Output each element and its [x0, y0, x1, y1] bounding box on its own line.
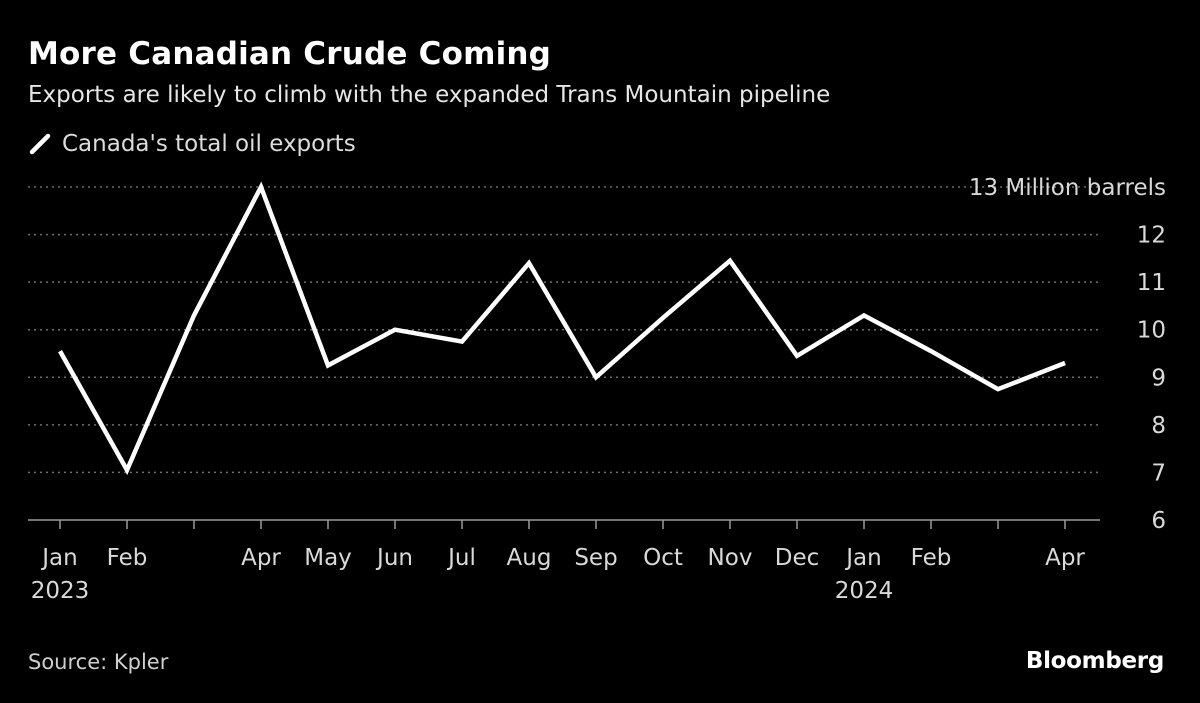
x-axis	[28, 519, 1100, 529]
y-axis-labels: 6 7 8 9 10 11 12 13 Million barrels	[969, 175, 1166, 534]
x-tick-label: Nov	[708, 545, 753, 571]
x-axis-labels: Jan 2023 Feb Apr May Jun Jul Aug Sep Oct Nov Dec Jan…	[31, 545, 1086, 604]
y-tick-label-7: 7	[1151, 460, 1166, 486]
x-tick-label: Sep	[574, 545, 617, 571]
x-tick-label: Jun	[375, 545, 413, 571]
x-tick-label: Dec	[775, 545, 820, 571]
x-tick-label: Oct	[643, 545, 683, 571]
x-tick-label: Jan	[40, 545, 77, 571]
series-layer	[58, 181, 1066, 476]
y-tick-label-13: 13 Million barrels	[969, 175, 1166, 201]
x-tick-label: May	[304, 545, 352, 571]
x-tick-label: Apr	[241, 545, 281, 571]
chart-title: More Canadian Crude Coming	[28, 36, 552, 72]
x-year-label: 2023	[31, 578, 90, 604]
legend-label: Canada's total oil exports	[62, 131, 356, 157]
x-tick-label: Aug	[507, 545, 552, 571]
legend-swatch-line-icon	[29, 133, 51, 155]
source-note: Source: Kpler	[28, 650, 169, 674]
x-tick-label: Jan	[844, 545, 881, 571]
x-tick-label: Jul	[446, 545, 476, 571]
x-tick-label: Apr	[1045, 545, 1085, 571]
y-tick-label-6: 6	[1151, 508, 1166, 534]
x-tick-label: Feb	[107, 545, 148, 571]
y-tick-label-9: 9	[1151, 365, 1166, 391]
y-tick-label-8: 8	[1151, 413, 1166, 439]
y-tick-label-10: 10	[1137, 318, 1166, 344]
y-tick-label-12: 12	[1137, 223, 1166, 249]
chart-subtitle: Exports are likely to climb with the exp…	[28, 82, 831, 108]
gridlines	[28, 186, 1100, 474]
series-line-exports	[58, 181, 1066, 476]
x-year-label: 2024	[835, 578, 894, 604]
bloomberg-logo: Bloomberg	[1025, 648, 1164, 674]
y-tick-label-11: 11	[1137, 270, 1166, 296]
legend: Canada's total oil exports	[28, 131, 356, 157]
x-tick-label: Feb	[911, 545, 952, 571]
